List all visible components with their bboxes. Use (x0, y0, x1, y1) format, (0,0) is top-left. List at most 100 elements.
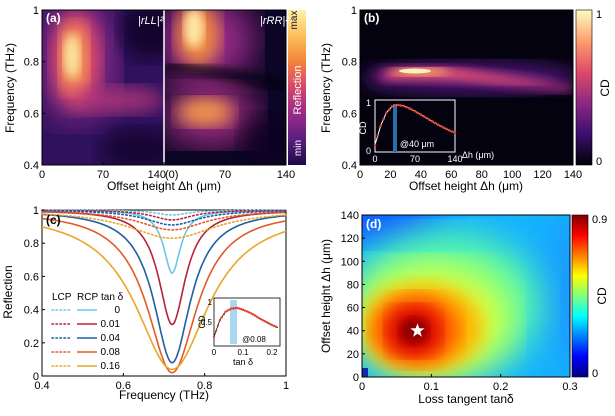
inset-c-point (245, 310, 249, 313)
panel-tag-c: (c) (46, 213, 61, 227)
inset-c-highlight (230, 300, 237, 344)
inset-b-point (390, 105, 394, 108)
xtick-label: 120 (533, 169, 551, 181)
inset-b-point (399, 104, 403, 107)
inset-b-ylabel: CD (358, 121, 368, 134)
ytick-label: 100 (341, 256, 359, 268)
rll-heatmap (42, 10, 164, 165)
inset-c-point (270, 323, 274, 327)
inset-b-point (402, 104, 405, 108)
inset-b-point (376, 133, 380, 137)
lcp-curve-0.01 (41, 209, 287, 221)
legend-value: 0.08 (101, 347, 121, 358)
xtick-label: 1 (283, 380, 289, 392)
inset-b-point (430, 119, 434, 123)
inset-c-point (243, 309, 247, 312)
legend-value: 0.04 (101, 333, 121, 344)
inset-c-point (257, 316, 260, 320)
cd-colorbar-d-ticks: 0.90 (592, 214, 607, 380)
ytick-label: 60 (347, 303, 359, 315)
ytick-label: 0.4 (24, 305, 39, 317)
ytick-label: 0.6 (342, 108, 357, 120)
ytick-label: 0.8 (24, 57, 39, 69)
inset-b-point (453, 131, 457, 135)
rcp-curve-0.16 (41, 226, 287, 371)
panel-b-yticks: 0.4 0.6 0.8 1 (342, 5, 363, 172)
panel-c-curves (41, 209, 287, 374)
legend-value: 0 (114, 305, 120, 316)
xtick-label: 0 (359, 381, 365, 393)
legend-value: 0.16 (101, 361, 121, 372)
inset-c-point (226, 309, 229, 312)
inset-c-point (230, 307, 233, 310)
legend-rows: 0 0.01 0.04 0.08 0.16 (51, 305, 121, 372)
inset-c-point (261, 318, 264, 322)
inset-c-point (253, 314, 256, 317)
panel-c-inset: CD 1 0.5 0 0.1 0.2 tan δ @0.08 (197, 297, 281, 367)
panel-a-xticks: 0 70 140 (0) 70 140 (39, 162, 295, 181)
panel-c-xticks: 0.4 0.6 0.8 1 (34, 373, 289, 392)
ytick-label: 0.8 (24, 238, 39, 250)
panel-d: 0.90 CD (d) Offset height Δh (μm) Loss t… (319, 210, 609, 406)
xtick-label: 60 (445, 169, 457, 181)
panel-c-xlabel: Frequency (THz) (119, 388, 209, 402)
panel-b-ylabel: Frequency (THz) (319, 43, 333, 133)
inset-c-point (220, 316, 223, 319)
inset-c-point (241, 308, 245, 312)
inset-b-point (407, 107, 411, 110)
inset-b-point (387, 108, 391, 111)
panel-d-yticks: 0 20 40 60 80 100 120 140 (341, 210, 365, 384)
cd-colorbar-d (571, 214, 589, 378)
inset-c-point (218, 319, 222, 322)
xtick-label: 80 (476, 169, 488, 181)
inset-b-xtick-2: 140 (447, 154, 462, 164)
inset-b-point (379, 124, 383, 127)
panel-b: 10 CD (b) Frequency (THz) Offset height … (319, 5, 612, 193)
optimum-star-icon (410, 323, 425, 337)
rrr-label: |rRR|² (260, 15, 289, 27)
xtick-label: 0.8 (197, 380, 212, 392)
inset-c-point (228, 308, 231, 311)
inset-b-note: @40 μm (400, 139, 434, 149)
inset-c-point (249, 312, 253, 315)
inset-c-point (234, 306, 237, 310)
inset-c-point (214, 329, 218, 333)
panel-c-legend: LCP RCP tan δ 0 0.01 0.04 0.08 0.16 (51, 292, 124, 372)
cd-colorbar-b-ticks: 10 (596, 9, 602, 168)
ytick-label: 0 (353, 372, 359, 384)
xtick-label: 0.2 (493, 381, 508, 393)
inset-b-point (445, 127, 448, 131)
inset-c-ytick-1: 1 (208, 298, 213, 307)
inset-c-xtick-2: 0.2 (266, 348, 278, 357)
panel-c-ylabel: Reflection (1, 265, 15, 318)
inset-c-point (212, 335, 216, 338)
inset-b-point (425, 116, 428, 120)
cbar-reflection-label: Reflection (292, 66, 304, 115)
panel-d-xlabel: Loss tangent tanδ (418, 392, 514, 406)
cbar-min-label: min (293, 140, 304, 156)
ytick-label: 0.2 (24, 338, 39, 350)
ytick-label: 20 (347, 349, 359, 361)
cd-loss-heatmap (362, 215, 570, 377)
xtick-label: 70 (219, 169, 231, 181)
inset-b-highlight (393, 104, 397, 152)
reflection-colorbar (288, 10, 306, 165)
lcp-curve-0.08 (41, 211, 287, 231)
legend-header-rcp: RCP (77, 292, 98, 303)
panel-tag-a: (a) (46, 11, 61, 25)
panel-tag-d: (d) (366, 217, 381, 231)
panel-c: 0 0.2 0.4 0.6 0.8 1 0.4 0.6 0.8 1 (c) Reflection… (1, 205, 289, 402)
cbar-tick-label: 1 (596, 9, 602, 21)
rcp-curve-0.08 (41, 217, 287, 374)
inset-c-point (259, 317, 262, 321)
inset-c-ytick-0: 0.5 (201, 318, 213, 327)
inset-b-point (442, 126, 445, 129)
panel-d-ylabel: Offset height Δh (μm) (319, 239, 333, 353)
inset-b-point (427, 118, 431, 121)
inset-b-xtick-0: 0 (372, 154, 377, 164)
inset-c-point (265, 320, 268, 324)
inset-b-point (405, 105, 408, 109)
xtick-label: 0.3 (562, 381, 577, 393)
xtick-label: 140 (277, 169, 295, 181)
inset-c-point (274, 325, 278, 329)
